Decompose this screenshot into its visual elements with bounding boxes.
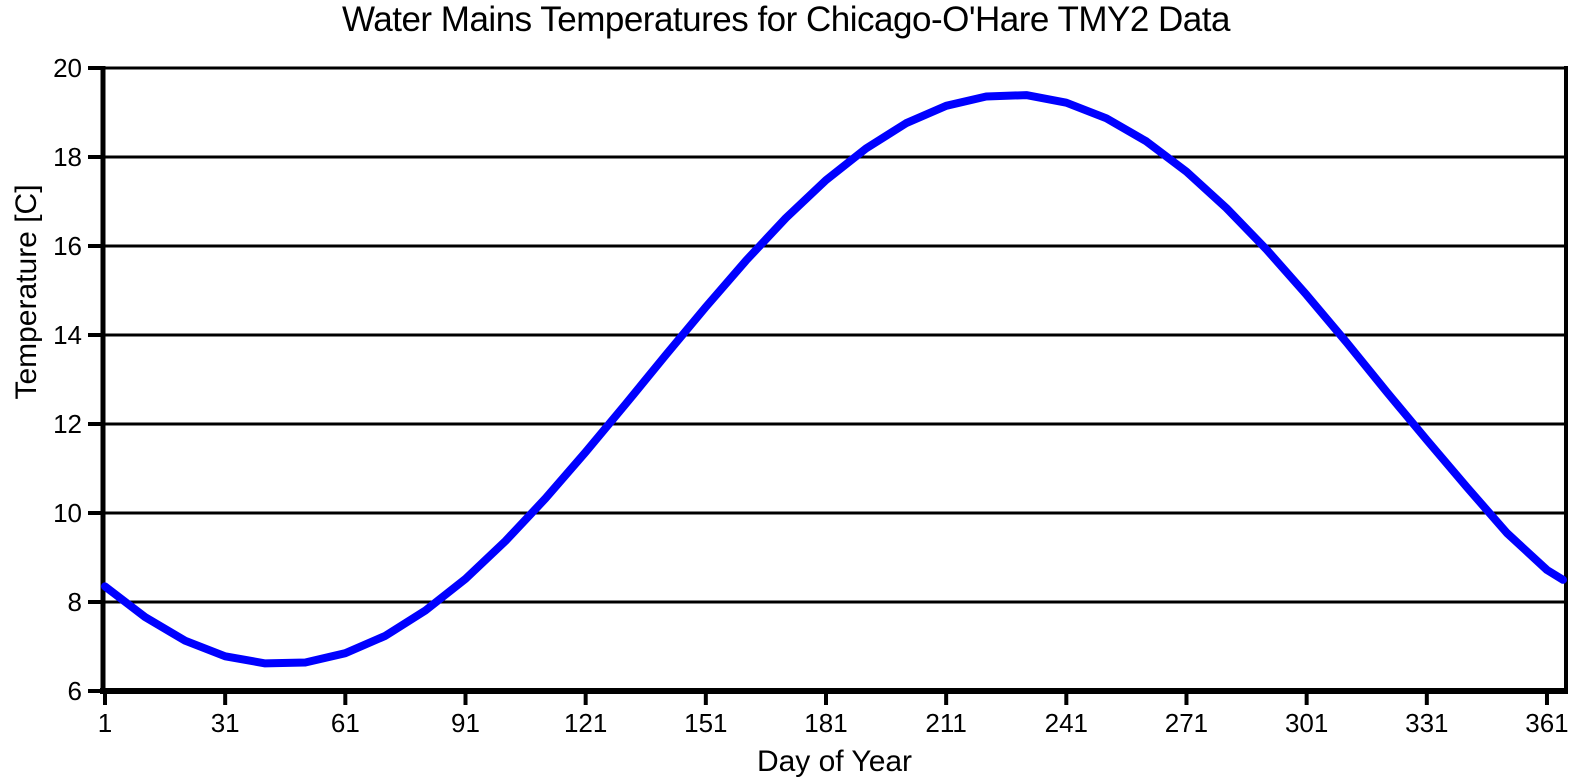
temperature-curve (101, 91, 1567, 668)
chart-title: Water Mains Temperatures for Chicago-O'H… (342, 0, 1230, 39)
x-axis-label: Day of Year (756, 745, 913, 778)
